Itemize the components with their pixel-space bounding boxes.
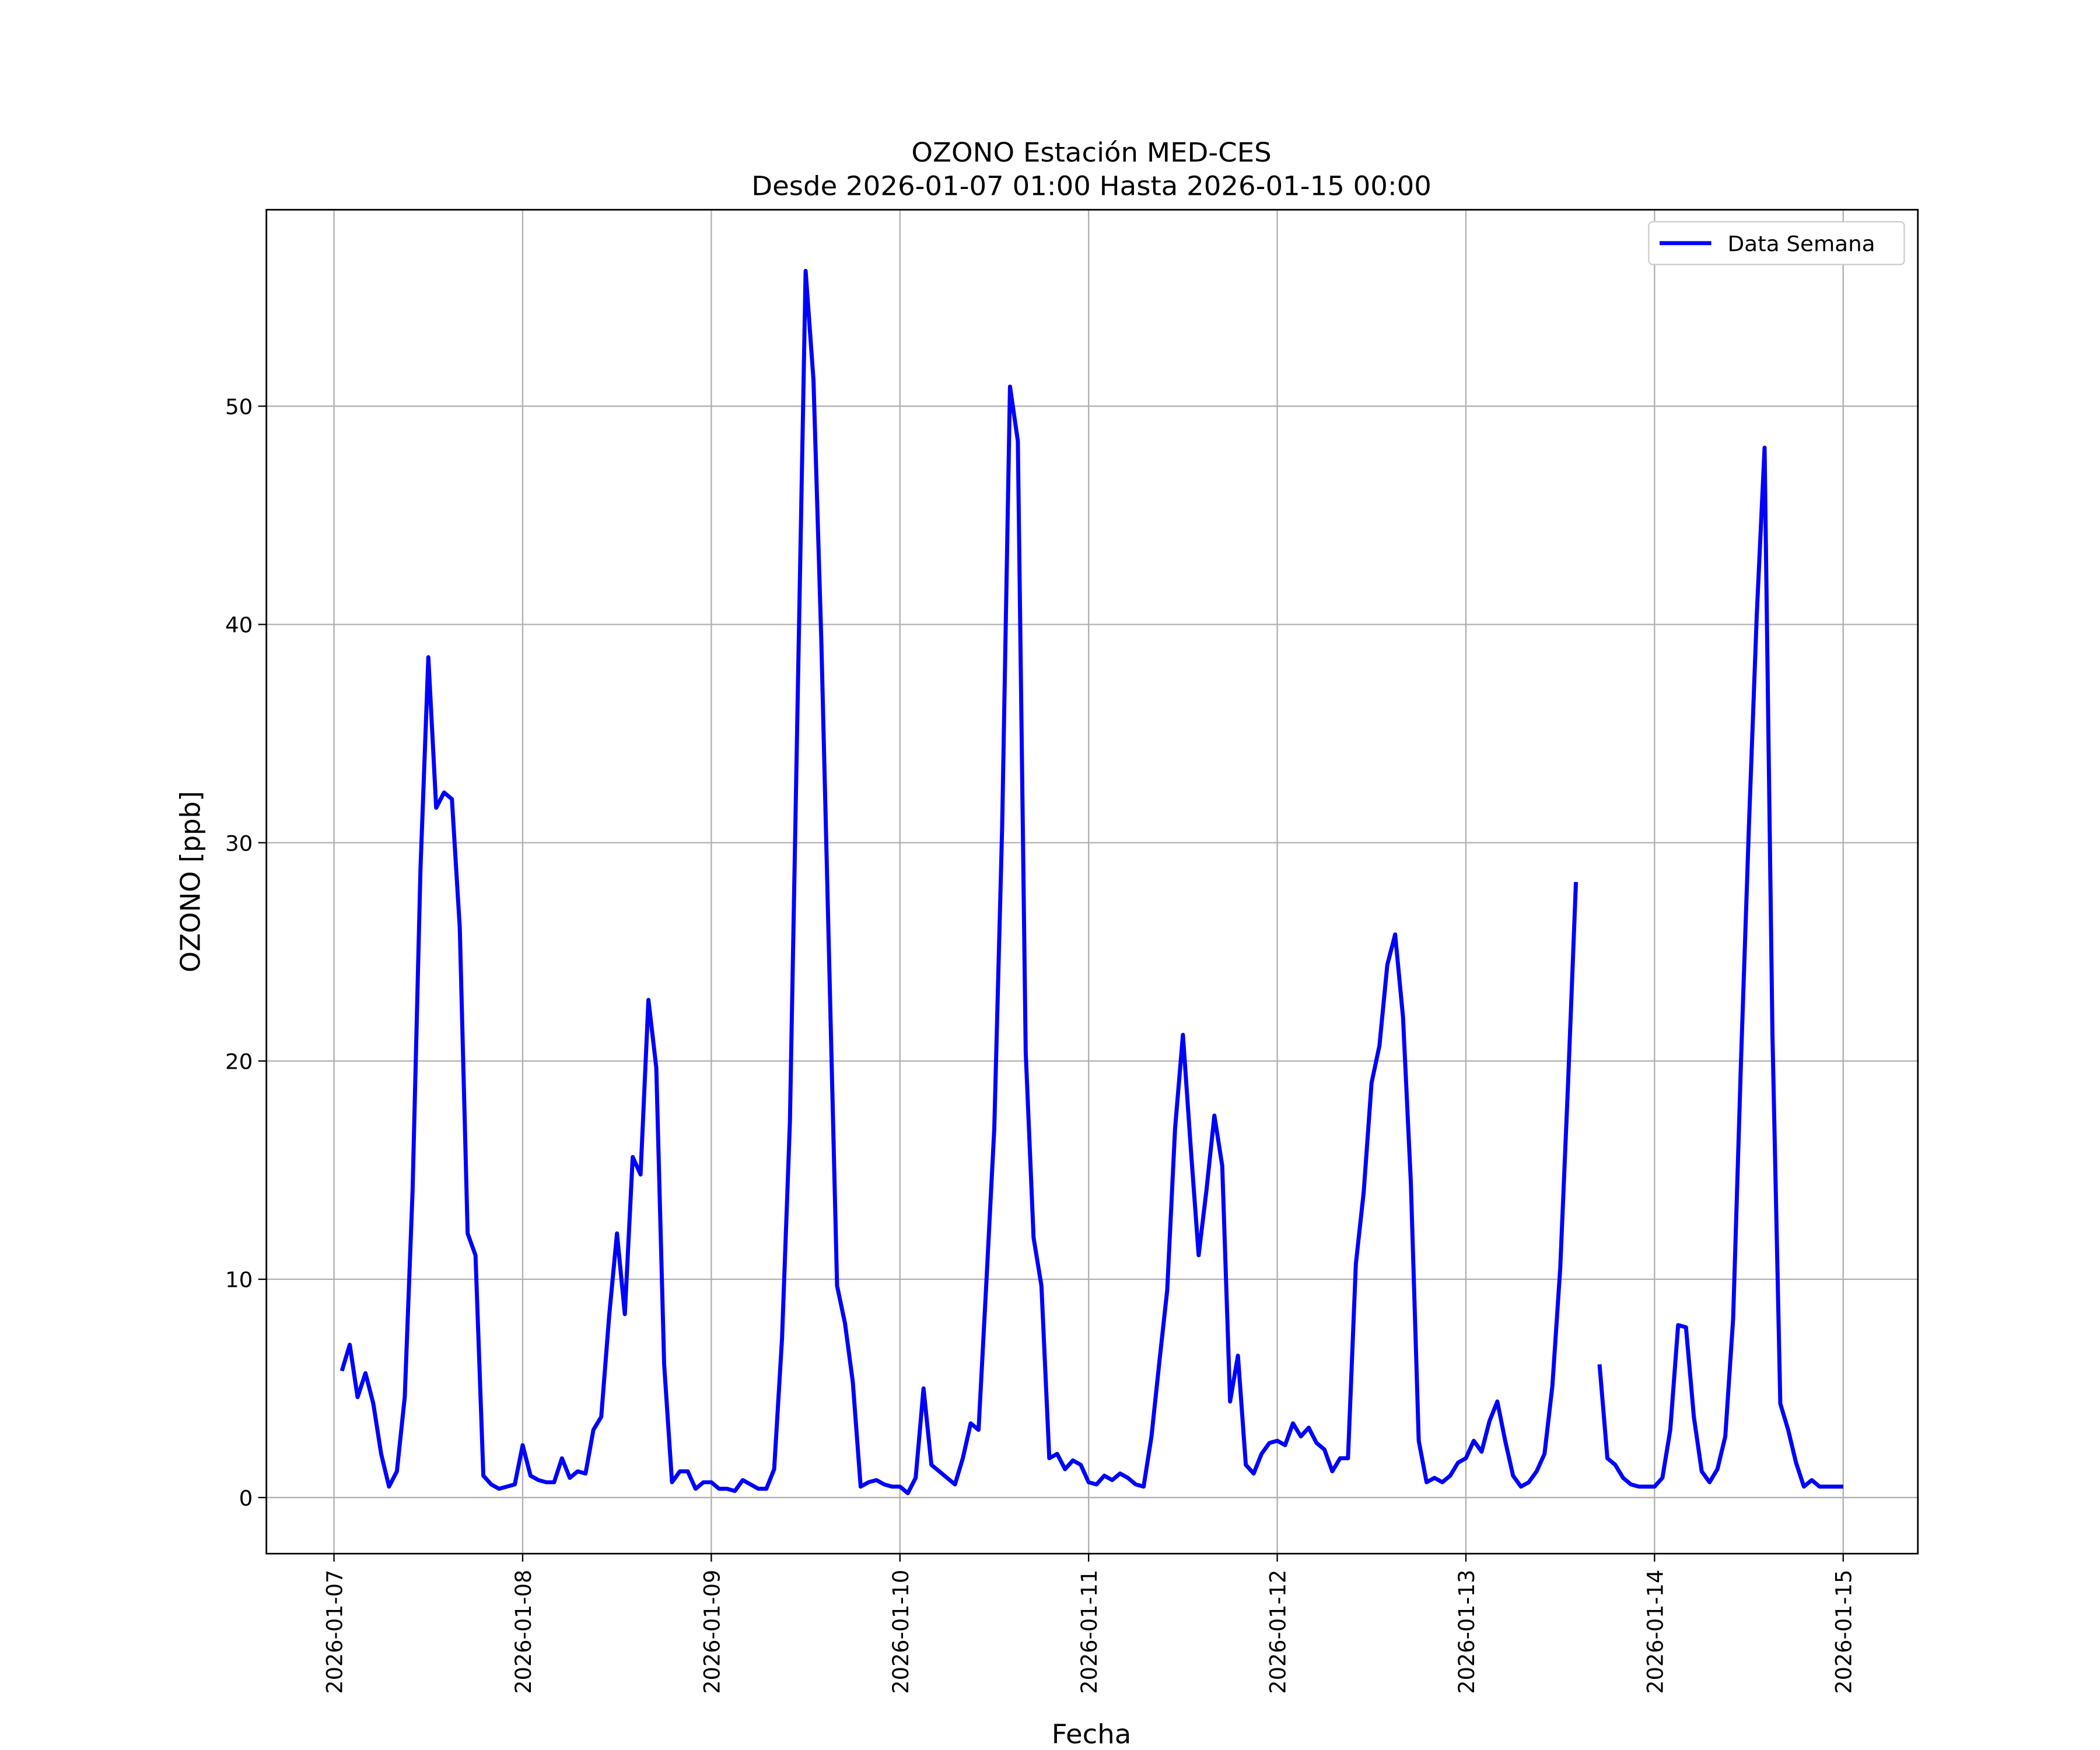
- x-tick-label: 2026-01-09: [699, 1570, 724, 1694]
- y-tick-label: 20: [225, 1049, 253, 1074]
- chart-subtitle: Desde 2026-01-07 01:00 Hasta 2026-01-15 …: [751, 170, 1432, 202]
- y-tick-label: 0: [239, 1486, 253, 1511]
- legend: Data Semana: [1648, 221, 1905, 265]
- y-tick-label: 30: [225, 831, 253, 856]
- legend-box: [1648, 221, 1905, 265]
- y-tick-label: 10: [225, 1268, 253, 1293]
- chart-title: OZONO Estación MED-CES: [911, 136, 1271, 168]
- x-tick-label: 2026-01-15: [1831, 1570, 1856, 1694]
- legend-label: Data Semana: [1728, 232, 1875, 257]
- x-tick-label: 2026-01-12: [1265, 1570, 1290, 1694]
- x-tick-label: 2026-01-13: [1454, 1570, 1479, 1694]
- x-tick-label: 2026-01-14: [1643, 1570, 1668, 1694]
- x-tick-label: 2026-01-07: [322, 1570, 347, 1694]
- x-tick-label: 2026-01-11: [1077, 1570, 1102, 1694]
- y-tick-label: 40: [225, 613, 253, 638]
- plot-frame: [265, 209, 1919, 1555]
- x-tick-label: 2026-01-08: [511, 1570, 536, 1694]
- y-axis-label: OZONO [ppb]: [174, 791, 206, 972]
- x-axis-label: Fecha: [1052, 1718, 1132, 1750]
- data-line: [340, 268, 1843, 1496]
- y-tick-label: 50: [225, 394, 253, 419]
- x-tick-label: 2026-01-10: [888, 1570, 913, 1694]
